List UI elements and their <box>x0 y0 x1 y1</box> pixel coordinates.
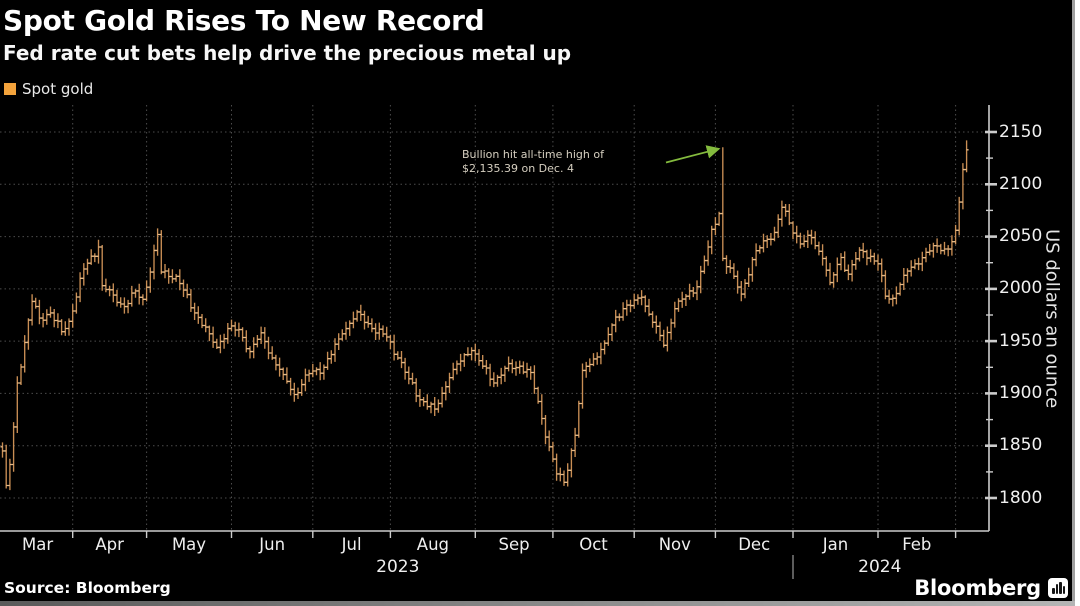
annotation-arrow-icon <box>665 145 721 164</box>
x-month-label: Feb <box>902 535 932 554</box>
bottom-border <box>0 601 1075 606</box>
source-credit: Source: Bloomberg <box>4 579 171 597</box>
bloomberg-logo: Bloomberg <box>914 576 1068 600</box>
legend-label: Spot gold <box>22 80 94 98</box>
page-title: Spot Gold Rises To New Record <box>3 4 485 37</box>
x-month-label: Dec <box>738 535 771 554</box>
y-tick-label: 1800 <box>999 487 1043 508</box>
page-edge <box>1075 0 1080 606</box>
x-month-label: Aug <box>416 535 449 554</box>
x-month-label: Jun <box>259 535 286 554</box>
y-tick-label: 2050 <box>999 226 1043 247</box>
legend: Spot gold <box>4 80 93 98</box>
x-month-label: Oct <box>579 535 608 554</box>
annotation-callout: Bullion hit all-time high of $2,135.39 o… <box>462 148 604 175</box>
x-month-label: Jul <box>341 535 362 554</box>
annotation-line-1: Bullion hit all-time high of <box>462 148 604 161</box>
bloomberg-wordmark: Bloomberg <box>914 576 1041 600</box>
y-tick-label: 1900 <box>999 382 1043 403</box>
page-subtitle: Fed rate cut bets help drive the preciou… <box>3 41 572 65</box>
y-axis-title: US dollars an ounce <box>1041 228 1063 409</box>
x-month-label: Jan <box>822 535 849 554</box>
x-year-label: 2024 <box>858 557 902 577</box>
y-tick-label: 2100 <box>999 173 1043 194</box>
y-tick-label: 1950 <box>999 330 1043 351</box>
y-tick-label: 2150 <box>999 121 1043 142</box>
x-month-label: Mar <box>22 535 54 554</box>
x-month-label: Nov <box>658 535 691 554</box>
y-tick-label: 1850 <box>999 435 1043 456</box>
x-month-label: Apr <box>95 535 124 554</box>
bloomberg-chart-icon <box>1048 578 1068 598</box>
spot-gold-swatch-icon <box>4 83 16 95</box>
x-month-label: May <box>171 535 207 554</box>
annotation-line-2: $2,135.39 on Dec. 4 <box>462 161 574 175</box>
x-year-label: 2023 <box>376 557 420 577</box>
x-month-label: Sep <box>498 535 530 554</box>
y-tick-label: 2000 <box>999 278 1043 299</box>
right-border <box>1072 0 1075 606</box>
